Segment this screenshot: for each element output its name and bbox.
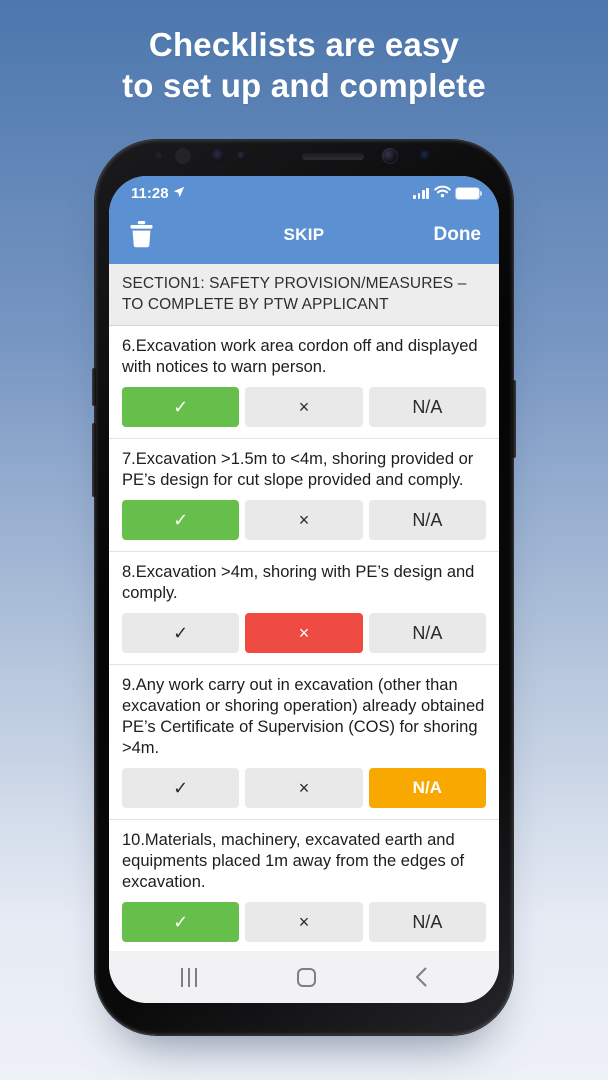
home-icon (296, 967, 316, 987)
phone-side-button (92, 368, 96, 406)
answer-button-row: ✓ × N/A (122, 500, 486, 540)
section-header: SECTION1: SAFETY PROVISION/MEASURES – TO… (109, 264, 499, 326)
answer-na-button[interactable]: N/A (368, 500, 486, 540)
sensor-lens-icon (212, 149, 225, 162)
trash-button[interactable] (129, 221, 154, 251)
status-right (413, 185, 482, 202)
back-button[interactable] (415, 967, 427, 987)
recent-apps-button[interactable] (181, 967, 197, 987)
checklist: 6.Excavation work area cordon off and di… (109, 326, 499, 951)
app-bar: SKIP Done (109, 206, 499, 264)
wifi-icon (434, 185, 451, 202)
phone-mockup: 11:28 (92, 140, 516, 1035)
answer-no-button[interactable]: × (245, 768, 363, 808)
proximity-sensor (155, 152, 162, 159)
answer-no-button[interactable]: × (245, 500, 363, 540)
cellular-signal-icon (413, 187, 429, 199)
speaker-grille (302, 153, 364, 160)
status-bar: 11:28 (109, 176, 499, 206)
answer-yes-button[interactable]: ✓ (122, 902, 240, 942)
answer-yes-button[interactable]: ✓ (122, 613, 240, 653)
answer-yes-button[interactable]: ✓ (122, 387, 240, 427)
answer-button-row: ✓ × N/A (122, 613, 486, 653)
answer-na-button[interactable]: N/A (368, 902, 486, 942)
done-button[interactable]: Done (433, 224, 482, 245)
android-nav-bar (109, 951, 499, 1003)
phone-volume-button (92, 423, 96, 497)
checklist-item-text: 8.Excavation >4m, shoring with PE’s desi… (122, 563, 475, 602)
checklist-item-text: 10.Materials, machinery, excavated earth… (122, 831, 465, 891)
skip-button[interactable]: SKIP (109, 225, 499, 245)
phone-power-button (512, 380, 516, 458)
checklist-item: 6.Excavation work area cordon off and di… (109, 326, 499, 439)
trash-icon (130, 221, 153, 248)
checklist-item: 10.Materials, machinery, excavated earth… (109, 820, 499, 942)
answer-no-button[interactable]: × (245, 902, 363, 942)
answer-na-button[interactable]: N/A (368, 768, 486, 808)
answer-button-row: ✓ × N/A (122, 768, 486, 808)
home-button[interactable] (296, 967, 316, 987)
page-title-line2: to set up and complete (122, 67, 486, 104)
phone-screen: 11:28 (109, 176, 499, 1003)
answer-yes-button[interactable]: ✓ (122, 500, 240, 540)
answer-na-button[interactable]: N/A (368, 613, 486, 653)
status-time: 11:28 (131, 184, 169, 202)
front-camera (382, 148, 398, 164)
iris-sensor (175, 148, 191, 164)
answer-yes-button[interactable]: ✓ (122, 768, 240, 808)
checklist-item: 8.Excavation >4m, shoring with PE’s desi… (109, 552, 499, 665)
page-title-line1: Checklists are easy (148, 26, 460, 63)
checklist-item: 9.Any work carry out in excavation (othe… (109, 665, 499, 820)
answer-no-button[interactable]: × (245, 613, 363, 653)
answer-na-button[interactable]: N/A (368, 387, 486, 427)
back-chevron-icon (416, 967, 427, 987)
checklist-item: 7.Excavation >1.5m to <4m, shoring provi… (109, 439, 499, 552)
status-left: 11:28 (131, 185, 185, 202)
light-sensor (420, 150, 431, 161)
sensor-lens-icon (237, 151, 246, 160)
battery-icon (456, 187, 482, 199)
answer-no-button[interactable]: × (245, 387, 363, 427)
page-title: Checklists are easy to set up and comple… (0, 24, 608, 106)
checklist-item-text: 9.Any work carry out in excavation (othe… (122, 676, 485, 757)
checklist-item-text: 7.Excavation >1.5m to <4m, shoring provi… (122, 450, 474, 489)
answer-button-row: ✓ × N/A (122, 387, 486, 427)
recents-icon (181, 967, 197, 987)
location-icon (173, 185, 185, 202)
answer-button-row: ✓ × N/A (122, 902, 486, 942)
checklist-item-text: 6.Excavation work area cordon off and di… (122, 337, 478, 376)
